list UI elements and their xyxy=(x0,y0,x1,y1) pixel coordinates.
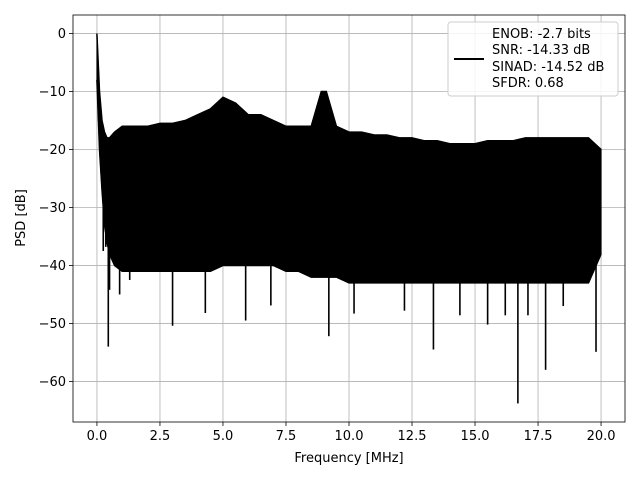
data-layer xyxy=(96,33,602,404)
x-tick-label: 12.5 xyxy=(398,429,427,444)
y-tick-label: −30 xyxy=(39,201,66,216)
y-axis-label: PSD [dB] xyxy=(14,189,29,247)
x-tick-label: 2.5 xyxy=(150,429,171,444)
y-tick-label: −40 xyxy=(39,259,66,274)
x-axis-ticks: 0.0 2.5 5.0 7.5 10.0 12.5 15.0 17.5 20.0 xyxy=(87,422,616,444)
y-tick-label: 0 xyxy=(58,27,66,42)
x-tick-label: 15.0 xyxy=(461,429,490,444)
y-tick-label: −20 xyxy=(39,143,66,158)
x-tick-label: 20.0 xyxy=(587,429,616,444)
legend-enob: ENOB: -2.7 bits xyxy=(492,27,591,42)
y-tick-label: −60 xyxy=(39,375,66,390)
x-tick-label: 10.0 xyxy=(335,429,364,444)
psd-upper-edge xyxy=(96,33,602,151)
y-axis-ticks: 0 −10 −20 −30 −40 −50 −60 xyxy=(39,27,73,390)
psd-trace-lines xyxy=(96,33,602,284)
legend-sinad: SINAD: -14.52 dB xyxy=(492,60,604,75)
y-tick-label: −50 xyxy=(39,317,66,332)
y-tick-label: −10 xyxy=(39,85,66,100)
x-axis-label: Frequency [MHz] xyxy=(294,451,403,466)
legend-sfdr: SFDR: 0.68 xyxy=(492,76,564,91)
x-tick-label: 5.0 xyxy=(213,429,234,444)
x-tick-label: 0.0 xyxy=(87,429,108,444)
legend-snr: SNR: -14.33 dB xyxy=(492,43,590,58)
plot-frame xyxy=(72,14,626,423)
psd-lower-edge xyxy=(96,79,602,284)
x-tick-label: 7.5 xyxy=(276,429,297,444)
psd-trace-dips xyxy=(102,207,597,404)
legend: ENOB: -2.7 bits SNR: -14.33 dB SINAD: -1… xyxy=(447,21,619,97)
x-tick-label: 17.5 xyxy=(524,429,553,444)
legend-box xyxy=(447,21,619,97)
